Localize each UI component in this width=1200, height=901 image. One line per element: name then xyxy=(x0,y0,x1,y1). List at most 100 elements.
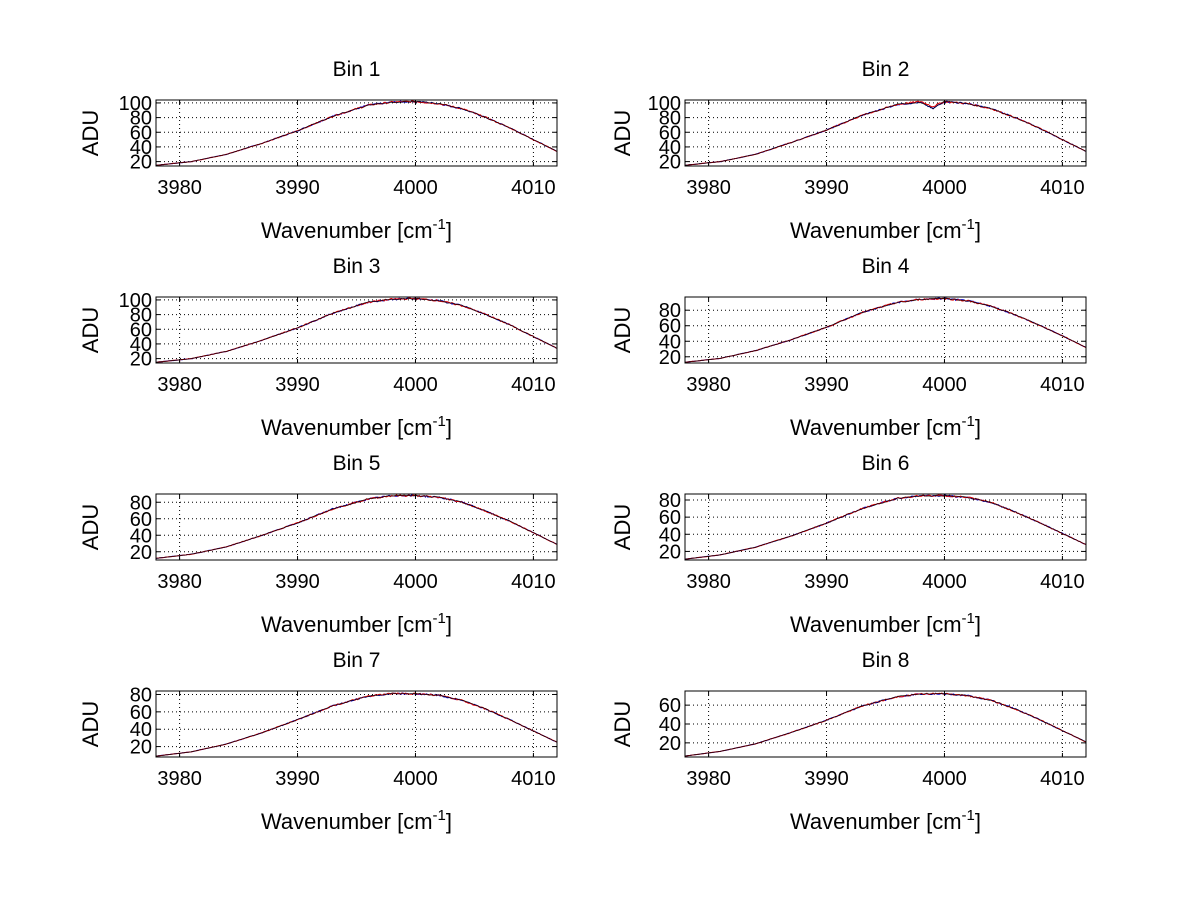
y-tick-label: 100 xyxy=(119,290,152,312)
y-tick-label: 100 xyxy=(648,93,681,115)
x-tick-label: 4000 xyxy=(922,768,967,790)
x-axis-label-end: ] xyxy=(975,809,981,834)
y-tick-label: 20 xyxy=(659,733,681,755)
x-axis-label-end: ] xyxy=(446,612,452,637)
x-axis-label-superscript: -1 xyxy=(433,807,446,824)
x-axis-label-superscript: -1 xyxy=(962,216,975,233)
y-tick-label: 40 xyxy=(130,719,152,741)
y-tick-label: 100 xyxy=(119,93,152,115)
x-axis-label-end: ] xyxy=(975,218,981,243)
y-tick-label: 60 xyxy=(130,702,152,724)
x-axis-label-end: ] xyxy=(446,809,452,834)
x-tick-label: 3990 xyxy=(804,768,849,790)
y-tick-label: 60 xyxy=(659,507,681,529)
x-axis-label: Wavenumber [cm-1] xyxy=(261,807,452,834)
x-tick-label: 4000 xyxy=(922,571,967,593)
x-tick-label: 3980 xyxy=(157,571,202,593)
subplot-title: Bin 1 xyxy=(333,58,381,81)
x-axis-label-end: ] xyxy=(975,415,981,440)
x-tick-label: 4010 xyxy=(1040,571,1085,593)
x-axis-label-text: Wavenumber [cm xyxy=(261,809,433,834)
y-axis-label: ADU xyxy=(610,701,635,747)
x-tick-label: 4010 xyxy=(511,374,556,396)
series-line-overlay xyxy=(155,100,558,166)
x-tick-label: 4010 xyxy=(1040,177,1085,199)
axes-border xyxy=(684,99,1087,167)
x-axis-label: Wavenumber [cm-1] xyxy=(261,413,452,440)
x-axis-label: Wavenumber [cm-1] xyxy=(790,413,981,440)
y-tick-label: 20 xyxy=(130,349,152,371)
y-tick-label: 60 xyxy=(659,122,681,144)
x-tick-label: 3980 xyxy=(157,374,202,396)
x-tick-label: 4000 xyxy=(393,768,438,790)
x-tick-label: 3990 xyxy=(275,768,320,790)
axes-frame xyxy=(155,690,558,758)
axes-border xyxy=(155,493,558,561)
y-tick-label: 60 xyxy=(130,319,152,341)
x-axis-label-superscript: -1 xyxy=(433,216,446,233)
y-tick-label: 40 xyxy=(130,334,152,356)
x-tick-label: 3990 xyxy=(804,177,849,199)
x-axis-label-superscript: -1 xyxy=(962,807,975,824)
x-tick-label: 4010 xyxy=(1040,374,1085,396)
y-tick-label: 40 xyxy=(659,137,681,159)
x-tick-label: 4010 xyxy=(1040,768,1085,790)
x-axis-label-text: Wavenumber [cm xyxy=(790,218,962,243)
x-tick-label: 3980 xyxy=(686,374,731,396)
x-axis-label-text: Wavenumber [cm xyxy=(790,415,962,440)
x-tick-label: 3980 xyxy=(686,571,731,593)
x-tick-label: 3990 xyxy=(275,177,320,199)
subplot-title: Bin 8 xyxy=(862,649,910,672)
y-tick-label: 60 xyxy=(130,509,152,531)
y-tick-label: 60 xyxy=(659,316,681,338)
y-axis-label: ADU xyxy=(610,504,635,550)
y-axis-label: ADU xyxy=(78,701,103,747)
series-line-overlay xyxy=(155,692,558,757)
series-line-overlay xyxy=(684,693,1087,757)
x-tick-label: 3990 xyxy=(275,374,320,396)
x-tick-label: 3980 xyxy=(157,177,202,199)
axes-border xyxy=(684,296,1087,364)
subplot-title: Bin 7 xyxy=(333,649,381,672)
x-axis-label-superscript: -1 xyxy=(962,610,975,627)
subplot-title: Bin 3 xyxy=(333,255,381,278)
x-tick-label: 3990 xyxy=(804,374,849,396)
x-axis-label: Wavenumber [cm-1] xyxy=(261,216,452,243)
x-tick-label: 3980 xyxy=(686,768,731,790)
series-line-overlay xyxy=(155,297,558,363)
subplot-title: Bin 6 xyxy=(862,452,910,475)
x-axis-label-superscript: -1 xyxy=(962,413,975,430)
y-tick-label: 80 xyxy=(130,492,152,514)
y-tick-label: 40 xyxy=(659,331,681,353)
x-axis-label-text: Wavenumber [cm xyxy=(261,415,433,440)
x-axis-label-superscript: -1 xyxy=(433,610,446,627)
series-line-overlay xyxy=(155,494,558,559)
x-tick-label: 4000 xyxy=(922,177,967,199)
axes-border xyxy=(155,99,558,167)
axes-frame xyxy=(155,493,558,561)
y-tick-label: 80 xyxy=(130,305,152,327)
y-tick-label: 20 xyxy=(659,347,681,369)
y-axis-label: ADU xyxy=(78,504,103,550)
axes-border xyxy=(684,493,1087,561)
y-tick-label: 40 xyxy=(659,714,681,736)
x-tick-label: 4010 xyxy=(511,177,556,199)
y-tick-label: 20 xyxy=(130,152,152,174)
subplot-title: Bin 5 xyxy=(333,452,381,475)
x-tick-label: 3980 xyxy=(686,177,731,199)
x-axis-label-text: Wavenumber [cm xyxy=(790,809,962,834)
x-tick-label: 4010 xyxy=(511,768,556,790)
axes-border xyxy=(155,690,558,758)
x-axis-label: Wavenumber [cm-1] xyxy=(790,807,981,834)
x-axis-label-text: Wavenumber [cm xyxy=(790,612,962,637)
x-axis-label-end: ] xyxy=(446,415,452,440)
x-axis-label-end: ] xyxy=(975,612,981,637)
